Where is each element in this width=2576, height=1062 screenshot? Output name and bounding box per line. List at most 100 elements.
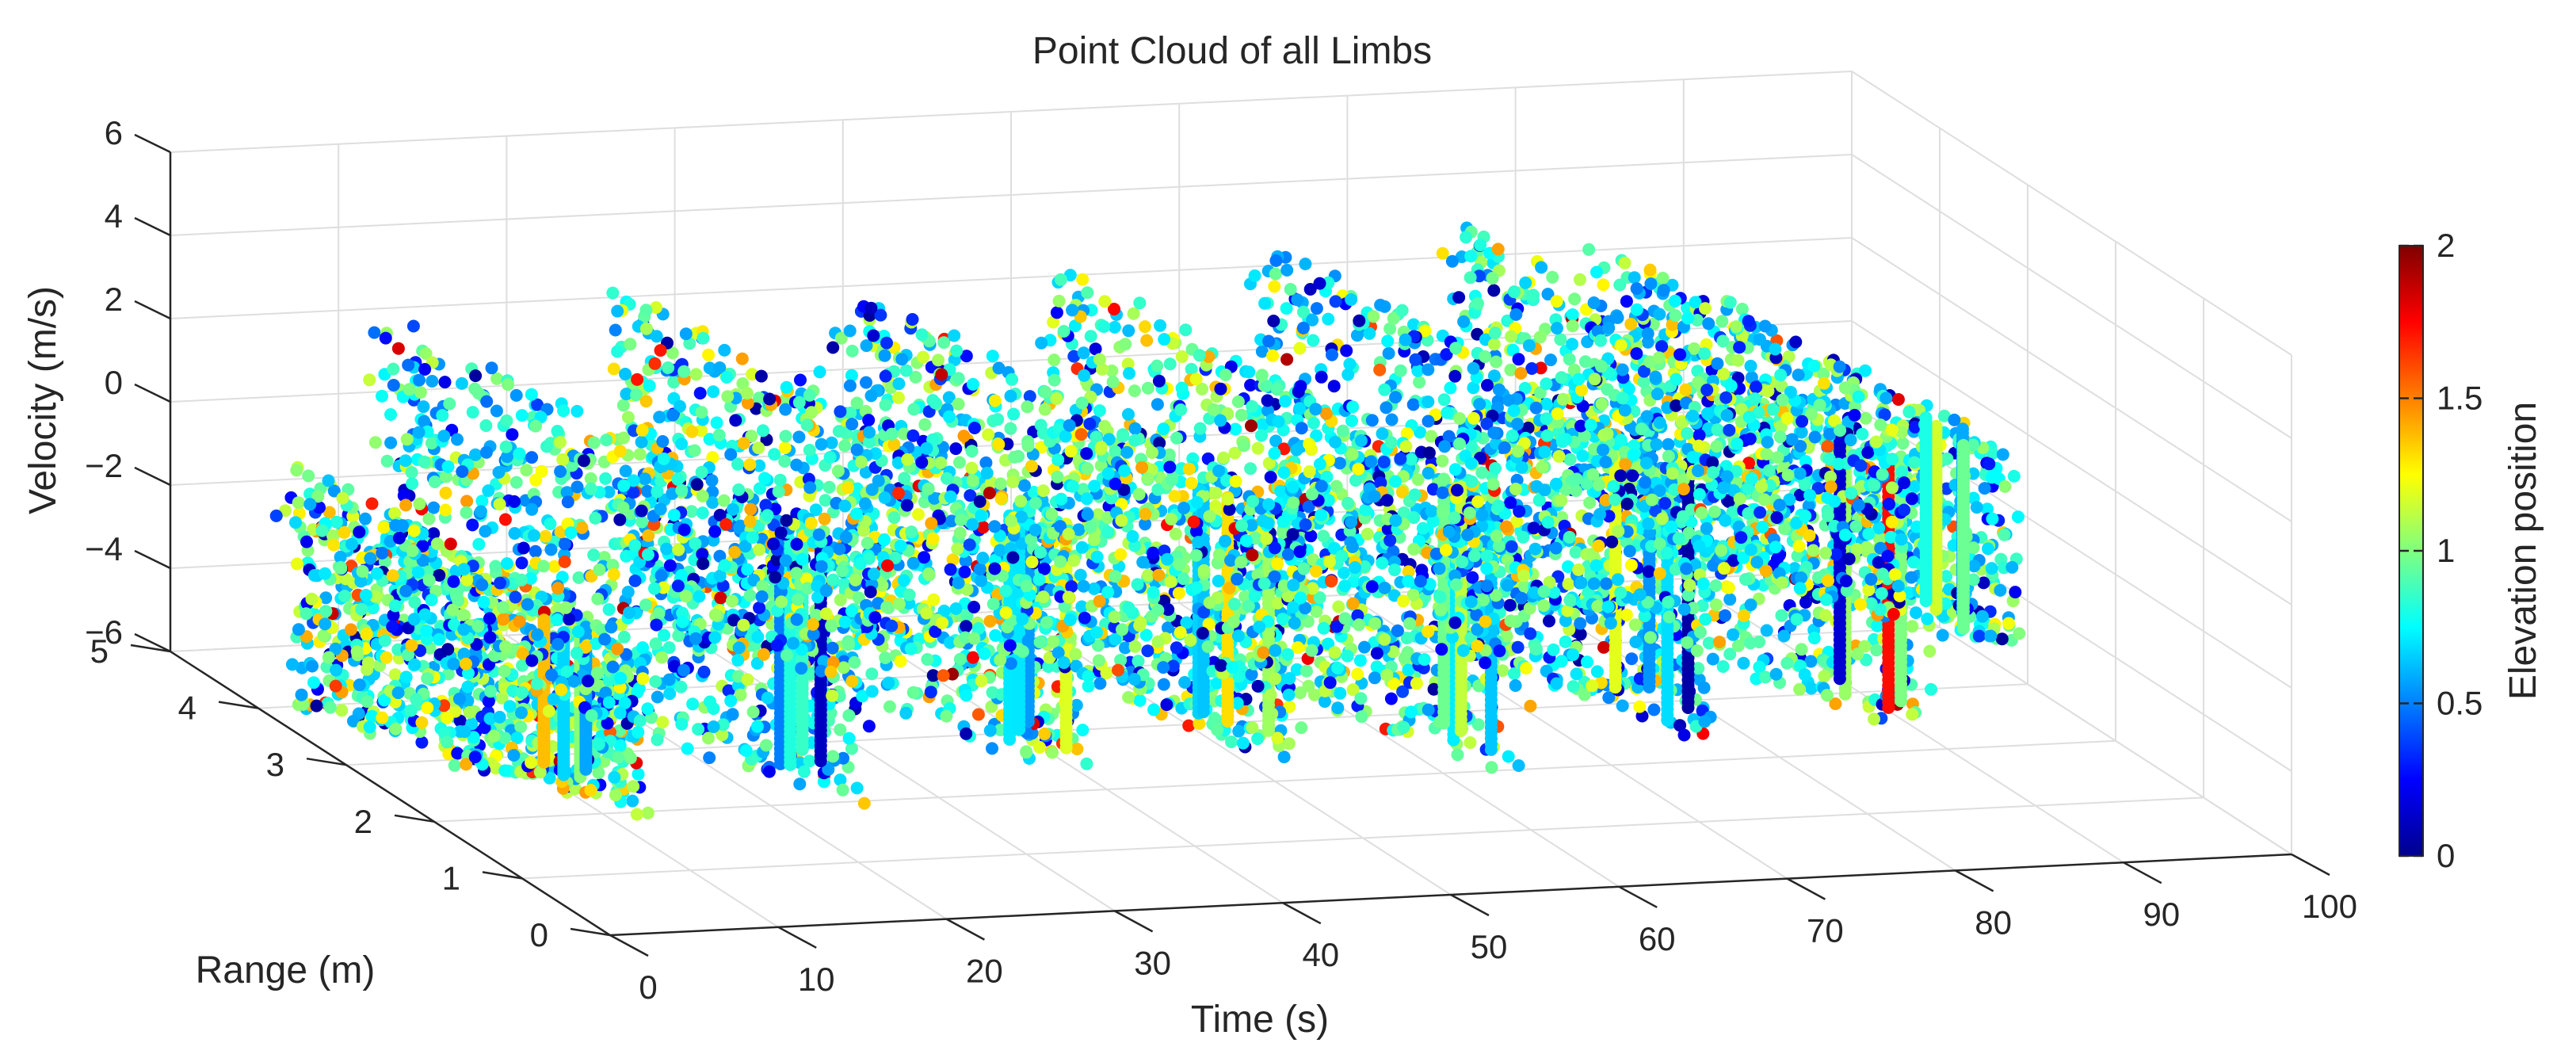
data-point (608, 770, 621, 784)
data-point (672, 543, 685, 556)
data-point (1277, 751, 1291, 764)
data-point (649, 637, 662, 651)
data-point (994, 492, 1008, 506)
data-point (1132, 655, 1145, 668)
data-point (685, 505, 698, 518)
data-point (838, 615, 852, 628)
data-point (915, 456, 929, 469)
data-point (641, 702, 654, 716)
data-point (957, 430, 971, 443)
data-point (960, 620, 973, 633)
data-point (606, 559, 620, 572)
side-grid-line (1851, 71, 2292, 356)
data-point (824, 665, 838, 678)
data-point (585, 709, 598, 722)
data-point (354, 575, 368, 588)
data-point (269, 509, 283, 522)
data-point (1201, 640, 1215, 653)
data-point (591, 592, 605, 605)
data-point (967, 632, 981, 645)
data-point (677, 663, 690, 677)
data-point (498, 764, 512, 777)
data-point (722, 684, 735, 697)
data-point (535, 464, 548, 478)
data-point (636, 672, 650, 686)
data-point (965, 445, 979, 458)
data-point (592, 738, 605, 751)
data-point (1136, 556, 1150, 569)
data-point (842, 709, 856, 722)
data-point (905, 525, 918, 539)
data-point (879, 398, 892, 411)
data-point (356, 564, 369, 578)
data-point (1160, 698, 1174, 712)
data-point (704, 695, 716, 709)
data-point (822, 762, 835, 776)
data-point (949, 442, 963, 456)
data-point (441, 711, 453, 724)
data-point (750, 720, 764, 733)
data-point (376, 711, 389, 724)
data-point (1067, 554, 1081, 567)
data-point (380, 454, 394, 468)
z-tick-mark (134, 549, 171, 570)
side-grid-line (1851, 320, 2292, 605)
data-point (427, 527, 441, 541)
data-point (885, 427, 899, 441)
data-point (1185, 476, 1198, 490)
data-point (1246, 721, 1259, 734)
data-point (359, 512, 372, 525)
data-point (1235, 408, 1248, 422)
data-point (976, 552, 990, 565)
data-point (441, 460, 455, 473)
data-point (958, 565, 971, 579)
data-point (849, 507, 863, 521)
data-point (1353, 654, 1367, 667)
data-point (460, 573, 474, 586)
data-point (490, 404, 503, 418)
data-point (477, 595, 490, 609)
data-point (556, 453, 570, 466)
data-point (386, 620, 399, 633)
data-point (613, 513, 627, 526)
data-point (406, 477, 419, 491)
data-point (500, 414, 513, 427)
data-point (422, 574, 436, 587)
data-point (937, 669, 950, 682)
z-tick-mark (134, 466, 171, 487)
data-point (952, 576, 965, 590)
data-point (729, 414, 742, 427)
data-point (386, 569, 399, 583)
data-point (466, 406, 479, 419)
data-point (1126, 529, 1139, 543)
data-point (702, 348, 716, 361)
data-point (975, 509, 988, 522)
data-point (639, 304, 653, 317)
data-point (551, 613, 564, 626)
data-point (539, 529, 552, 543)
data-point (798, 765, 811, 778)
data-point (1088, 479, 1101, 493)
data-point (399, 670, 413, 684)
data-point (289, 516, 302, 529)
data-point (1080, 492, 1093, 506)
data-point (986, 742, 998, 755)
data-point (560, 486, 574, 499)
data-point (558, 555, 571, 568)
data-point (859, 497, 872, 510)
data-point (937, 336, 951, 350)
y-tick-mark (306, 757, 347, 766)
data-point (1065, 580, 1078, 594)
data-point (571, 625, 585, 639)
data-point (885, 619, 899, 632)
data-point (859, 465, 872, 479)
data-point (322, 506, 336, 519)
data-point (353, 678, 366, 692)
data-point (949, 602, 963, 615)
data-point (773, 473, 787, 487)
data-point (1039, 385, 1052, 399)
data-point (800, 418, 814, 432)
data-point (493, 498, 506, 511)
data-point (498, 732, 512, 745)
data-point (779, 554, 792, 567)
